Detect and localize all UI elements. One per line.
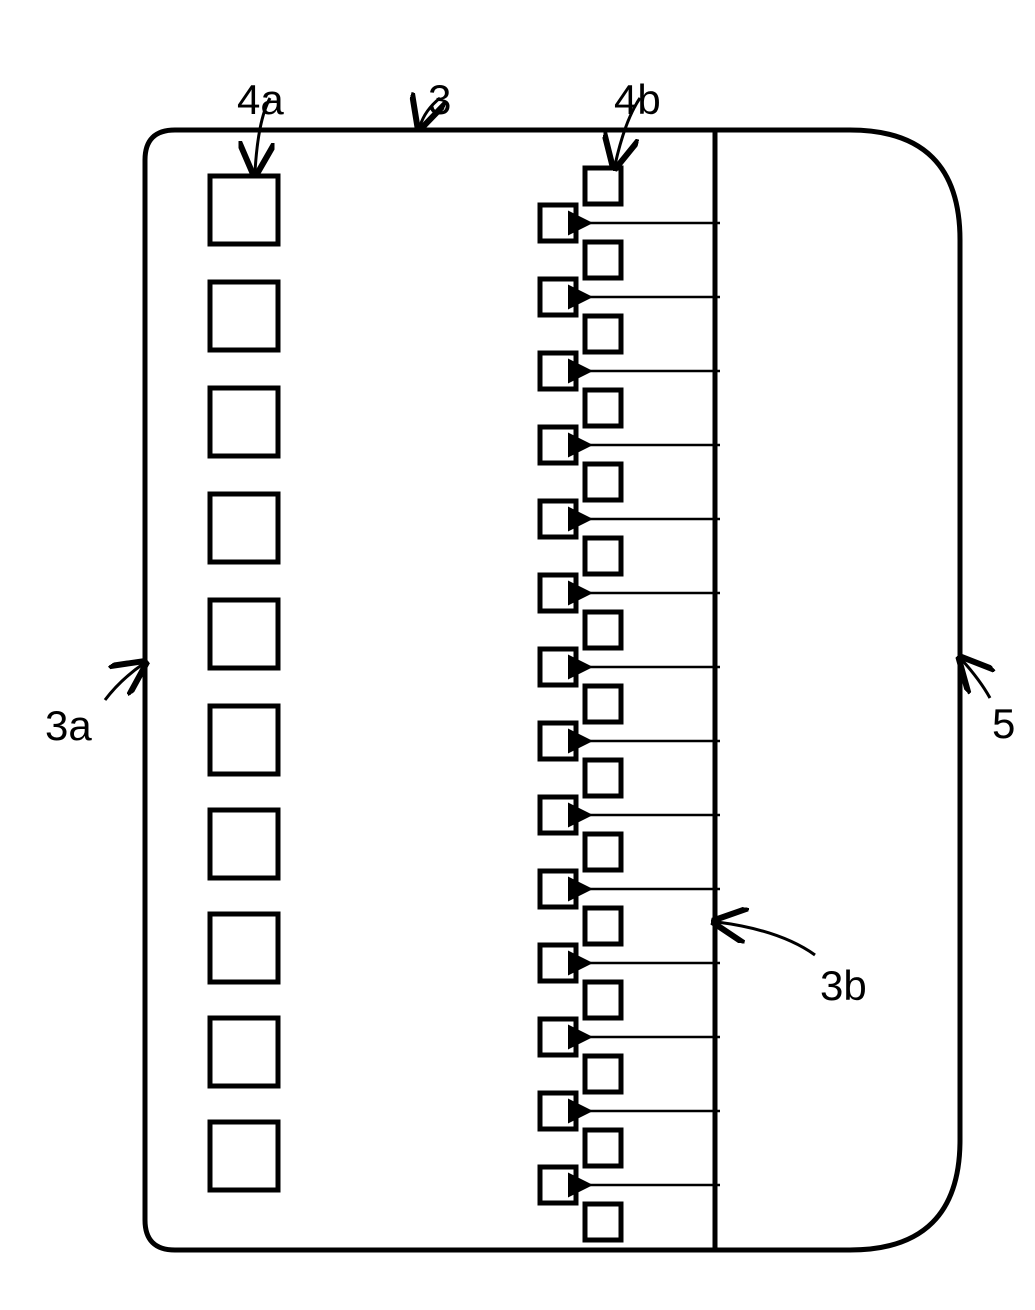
- label-5: 5: [992, 700, 1015, 748]
- technical-diagram: [0, 0, 1035, 1310]
- small-box: [540, 649, 576, 685]
- label-4a: 4a: [237, 76, 284, 124]
- leader-line-3a: [105, 664, 143, 700]
- small-box: [540, 1093, 576, 1129]
- large-box: [210, 600, 278, 668]
- small-box: [585, 612, 621, 648]
- small-box: [585, 1130, 621, 1166]
- small-box: [540, 575, 576, 611]
- small-box: [540, 427, 576, 463]
- leader-line-3b: [717, 922, 815, 955]
- small-box: [585, 834, 621, 870]
- small-box: [540, 353, 576, 389]
- small-box: [585, 1204, 621, 1240]
- small-box: [585, 316, 621, 352]
- small-box: [585, 538, 621, 574]
- large-box: [210, 1018, 278, 1086]
- small-box: [585, 982, 621, 1018]
- small-box: [585, 242, 621, 278]
- label-3a: 3a: [45, 702, 92, 750]
- small-box: [585, 168, 621, 204]
- small-box: [585, 686, 621, 722]
- large-box: [210, 1122, 278, 1190]
- small-box: [540, 501, 576, 537]
- small-box: [585, 1056, 621, 1092]
- large-box: [210, 494, 278, 562]
- small-box: [540, 279, 576, 315]
- label-4b: 4b: [614, 76, 661, 124]
- large-box: [210, 914, 278, 982]
- small-box: [540, 205, 576, 241]
- label-3b: 3b: [820, 962, 867, 1010]
- small-box: [540, 1019, 576, 1055]
- small-box: [585, 908, 621, 944]
- small-box: [540, 1167, 576, 1203]
- large-box: [210, 176, 278, 244]
- small-box: [540, 797, 576, 833]
- small-box: [585, 760, 621, 796]
- small-box: [540, 945, 576, 981]
- small-box: [540, 871, 576, 907]
- large-box: [210, 706, 278, 774]
- small-box: [540, 723, 576, 759]
- large-box: [210, 282, 278, 350]
- small-box: [585, 390, 621, 426]
- small-box: [585, 464, 621, 500]
- leader-line-5: [962, 660, 990, 698]
- label-3: 3: [428, 76, 451, 124]
- large-box: [210, 810, 278, 878]
- large-box: [210, 388, 278, 456]
